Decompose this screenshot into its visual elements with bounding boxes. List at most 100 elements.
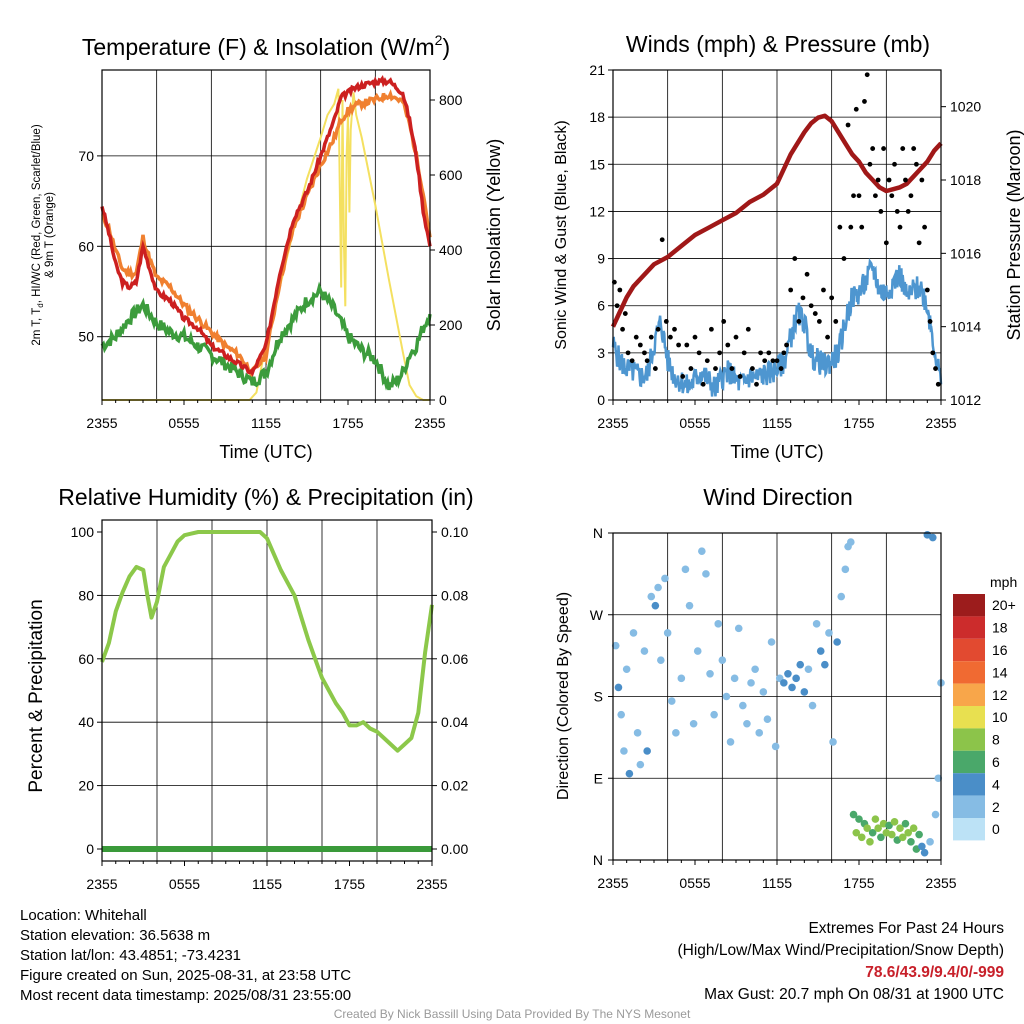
gust-point	[688, 366, 694, 371]
direction-point	[722, 692, 731, 701]
y2-tick-label: 0.04	[441, 714, 468, 730]
extremes-box: Extremes For Past 24 Hours (High/Low/Max…	[678, 918, 1005, 1006]
direction-point	[866, 838, 874, 846]
temperature-panel: Temperature (F) & Insolation (W/m2) 2355…	[31, 32, 504, 462]
y-tick-label: N	[593, 525, 603, 541]
direction-point	[726, 738, 735, 746]
humidity-axes-ticks: 2355 0555 1155 1755 2355 0 20 40 60 80 100 0.00 0.02…	[71, 524, 469, 892]
gust-point	[867, 161, 873, 167]
direction-point	[751, 665, 759, 674]
direction-point	[743, 719, 751, 728]
gust-point	[816, 319, 822, 324]
direction-point	[710, 710, 718, 719]
x-tick-label: 1755	[334, 876, 365, 892]
gust-point	[933, 366, 938, 371]
direction-point	[907, 838, 915, 846]
sonic-wind-line	[611, 258, 943, 397]
legend-swatch-5	[953, 706, 985, 729]
x-tick-label: 0555	[169, 876, 200, 892]
direction-point	[904, 828, 912, 837]
x-tick-label: 2355	[416, 876, 447, 892]
direction-point	[614, 683, 623, 692]
gust-point	[633, 334, 639, 340]
gust-point	[784, 342, 789, 348]
gust-point	[642, 350, 647, 356]
x-tick-label: 1155	[762, 415, 792, 431]
x-tick-label: 1755	[843, 875, 874, 891]
direction-point	[629, 629, 638, 637]
gust-point	[778, 366, 784, 371]
direction-panel: Wind Direction 2355 0555 1155 1755 2355 N E S W N…	[555, 484, 1017, 891]
direction-point	[929, 533, 937, 542]
temp-2m-line	[100, 75, 432, 377]
winds-axes-ticks: 2355 0555 1155 1755 2355 0 3 6 9 12 15 18 21 1012 1014…	[589, 62, 981, 431]
direction-point	[800, 688, 809, 696]
gust-point	[713, 366, 718, 371]
temperature-title: Temperature (F) & Insolation (W/m2)	[82, 32, 450, 60]
gust-point	[905, 209, 911, 214]
gust-point	[659, 237, 665, 243]
temp-9m-line	[101, 88, 432, 378]
gust-point	[878, 209, 884, 214]
gust-point	[808, 303, 814, 309]
gust-point	[825, 334, 830, 340]
gust-point	[781, 350, 787, 356]
y2-tick-label: 0.02	[441, 778, 468, 794]
legend-label-0: 20+	[992, 597, 1016, 613]
station-location: Location: Whitehall	[20, 907, 147, 924]
direction-point	[792, 674, 800, 683]
extremes-subtitle: (High/Low/Max Wind/Precipitation/Snow De…	[677, 942, 1005, 959]
legend-label-1: 18	[992, 620, 1008, 636]
dewpoint-line	[100, 281, 432, 391]
y2-tick-label: 0	[439, 392, 447, 408]
direction-point	[718, 656, 727, 664]
direction-point	[829, 738, 837, 746]
temperature-plot-area	[100, 75, 432, 401]
gust-point	[829, 295, 835, 301]
gust-point	[859, 224, 865, 230]
speed-legend: mph 20+ 18 16 14 12 10 8 6 4 2 0	[953, 574, 1017, 841]
x-tick-label: 2355	[597, 415, 628, 431]
direction-point	[885, 821, 893, 830]
legend-swatch-7	[953, 750, 985, 774]
gust-point	[652, 366, 658, 371]
y-tick-label: 3	[597, 345, 605, 361]
y-tick-label: N	[593, 852, 603, 868]
legend-title: mph	[990, 574, 1017, 590]
gust-point	[758, 350, 763, 356]
legend-swatch-4	[953, 683, 985, 706]
gust-point	[774, 358, 780, 364]
gust-point	[924, 287, 930, 293]
gust-point	[886, 177, 892, 183]
svg-text:2m T, Td, HI/WC (Red, Green, S: 2m T, Td, HI/WC (Red, Green, Scarlet/Blu…	[31, 124, 45, 345]
gust-point	[733, 334, 739, 340]
gust-point	[922, 224, 927, 230]
direction-point	[657, 656, 665, 664]
gust-point	[919, 177, 925, 183]
y-tick-label: 15	[589, 156, 605, 172]
x-tick-label: 2355	[925, 415, 956, 431]
direction-point	[812, 620, 821, 628]
gust-point	[745, 326, 751, 332]
x-tick-label: 1155	[762, 875, 792, 891]
gust-point	[897, 224, 903, 230]
gust-point	[903, 177, 908, 183]
direction-point	[888, 830, 896, 839]
gust-point	[692, 334, 698, 340]
x-tick-label: 0555	[679, 415, 710, 431]
direction-axes-ticks: 2355 0555 1155 1755 2355 N E S W N	[590, 525, 957, 891]
direction-point	[625, 769, 634, 778]
gust-point	[875, 177, 881, 183]
gust-point	[754, 381, 759, 387]
gust-point	[821, 287, 826, 293]
legend-swatch-8	[953, 773, 985, 796]
gust-point	[766, 350, 772, 356]
direction-plot-area	[611, 531, 945, 857]
y2-tick-label: 0.00	[441, 841, 468, 857]
gust-point	[684, 342, 690, 348]
direction-point	[816, 647, 825, 655]
y2-tick-label: 1014	[950, 319, 981, 335]
gust-point	[845, 122, 851, 128]
y2-tick-label: 1018	[950, 172, 981, 188]
direction-point	[877, 833, 885, 842]
